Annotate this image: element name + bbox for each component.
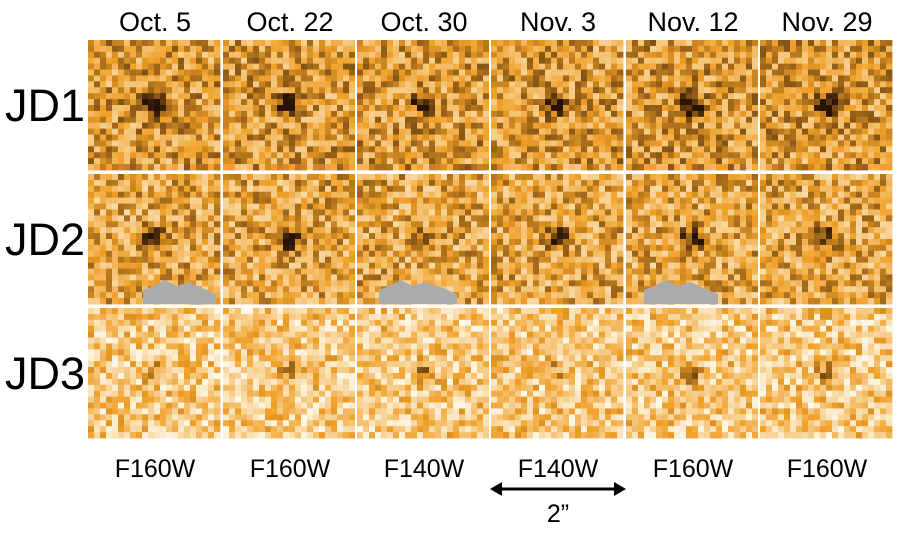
- cutout-r1-c6: [760, 40, 893, 171]
- grid-divider: [758, 40, 760, 438]
- cutout-r3-c3: [357, 308, 490, 439]
- cutout-r3-c5: [626, 308, 759, 439]
- scale-bar-label: 2”: [546, 500, 570, 528]
- column-date-oct30: Oct. 30: [380, 7, 468, 37]
- column-date-nov29: Nov. 29: [781, 7, 873, 37]
- grid-divider: [489, 40, 491, 438]
- filter-label-col1: F160W: [114, 455, 196, 483]
- column-date-oct22: Oct. 22: [246, 7, 334, 37]
- cutout-r1-c4: [491, 40, 624, 171]
- masked-region: [644, 280, 718, 304]
- cutout-r2-c1: [88, 174, 221, 305]
- cutout-r3-c6: [760, 308, 893, 439]
- cutout-r1-c5: [626, 40, 759, 171]
- grid-divider: [221, 40, 223, 438]
- grid-divider: [624, 40, 626, 438]
- column-date-nov3: Nov. 3: [519, 7, 597, 37]
- filter-label-col2: F160W: [249, 455, 331, 483]
- filter-label-col4: F140W: [517, 455, 599, 483]
- filter-label-col5: F160W: [652, 455, 734, 483]
- column-date-oct5: Oct. 5: [118, 7, 192, 37]
- cutout-r3-c1: [88, 308, 221, 439]
- cutout-r3-c4: [491, 308, 624, 439]
- grid-divider: [355, 40, 357, 438]
- grid-divider: [88, 172, 892, 174]
- cutout-r2-c5: [626, 174, 759, 305]
- scale-bar-arrow: [490, 482, 626, 496]
- filter-label-col3: F140W: [383, 455, 465, 483]
- cutout-r3-c2: [223, 308, 356, 439]
- cutout-image-grid: [88, 40, 893, 439]
- row-label-jd2: JD2: [4, 214, 86, 265]
- masked-region: [143, 280, 216, 304]
- cutout-r2-c4: [491, 174, 624, 305]
- row-label-jd1: JD1: [4, 80, 86, 131]
- masked-region: [379, 280, 457, 304]
- row-label-jd3: JD3: [4, 348, 86, 399]
- column-date-nov12: Nov. 12: [647, 7, 739, 37]
- cutout-r1-c2: [223, 40, 356, 171]
- grid-divider: [88, 306, 892, 308]
- cutout-r2-c6: [760, 174, 893, 305]
- cutout-r2-c3: [357, 174, 490, 305]
- cutout-r1-c3: [357, 40, 490, 171]
- filter-label-col6: F160W: [786, 455, 868, 483]
- cutout-r2-c2: [223, 174, 356, 305]
- cutout-r1-c1: [88, 40, 221, 171]
